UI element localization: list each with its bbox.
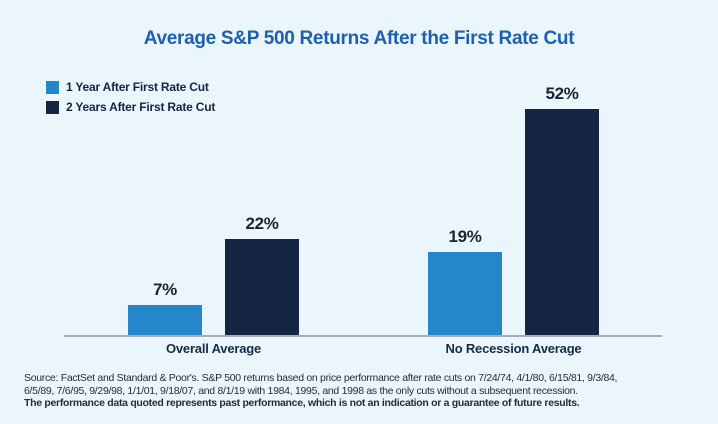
value-label-7%: 7% <box>153 280 177 299</box>
x-axis-line <box>64 335 662 337</box>
value-label-22%: 22% <box>245 214 279 233</box>
source-line-2: 6/5/89, 7/6/95, 9/29/98, 1/1/01, 9/18/07… <box>24 384 578 397</box>
category-label-overall-average: Overall Average <box>165 341 262 356</box>
bar-no-recession-average-series-2 <box>525 109 599 335</box>
value-label-52%: 52% <box>545 84 579 103</box>
legend-label-2-years: 2 Years After First Rate Cut <box>66 100 216 114</box>
legend: 1 Year After First Rate Cut 2 Years Afte… <box>46 77 215 117</box>
source-line-1: Source: FactSet and Standard & Poor's. S… <box>24 372 618 384</box>
legend-swatch-1-year <box>46 80 59 94</box>
bar-no-recession-average-series-1 <box>428 252 502 335</box>
source-note: Source: FactSet and Standard & Poor's. S… <box>24 372 716 410</box>
chart-title: Average S&P 500 Returns After the First … <box>143 28 575 49</box>
legend-swatch-2-years <box>46 100 59 114</box>
bar-overall-average-series-2 <box>225 239 299 335</box>
bar-overall-average-series-1 <box>128 305 202 335</box>
legend-label-1-year: 1 Year After First Rate Cut <box>66 80 209 94</box>
category-label-no-recession-average: No Recession Average <box>445 341 582 356</box>
disclaimer-line: The performance data quoted represents p… <box>24 397 580 410</box>
value-label-19%: 19% <box>448 227 482 246</box>
legend-item-1-year: 1 Year After First Rate Cut <box>46 77 215 97</box>
legend-item-2-years: 2 Years After First Rate Cut <box>46 97 215 117</box>
